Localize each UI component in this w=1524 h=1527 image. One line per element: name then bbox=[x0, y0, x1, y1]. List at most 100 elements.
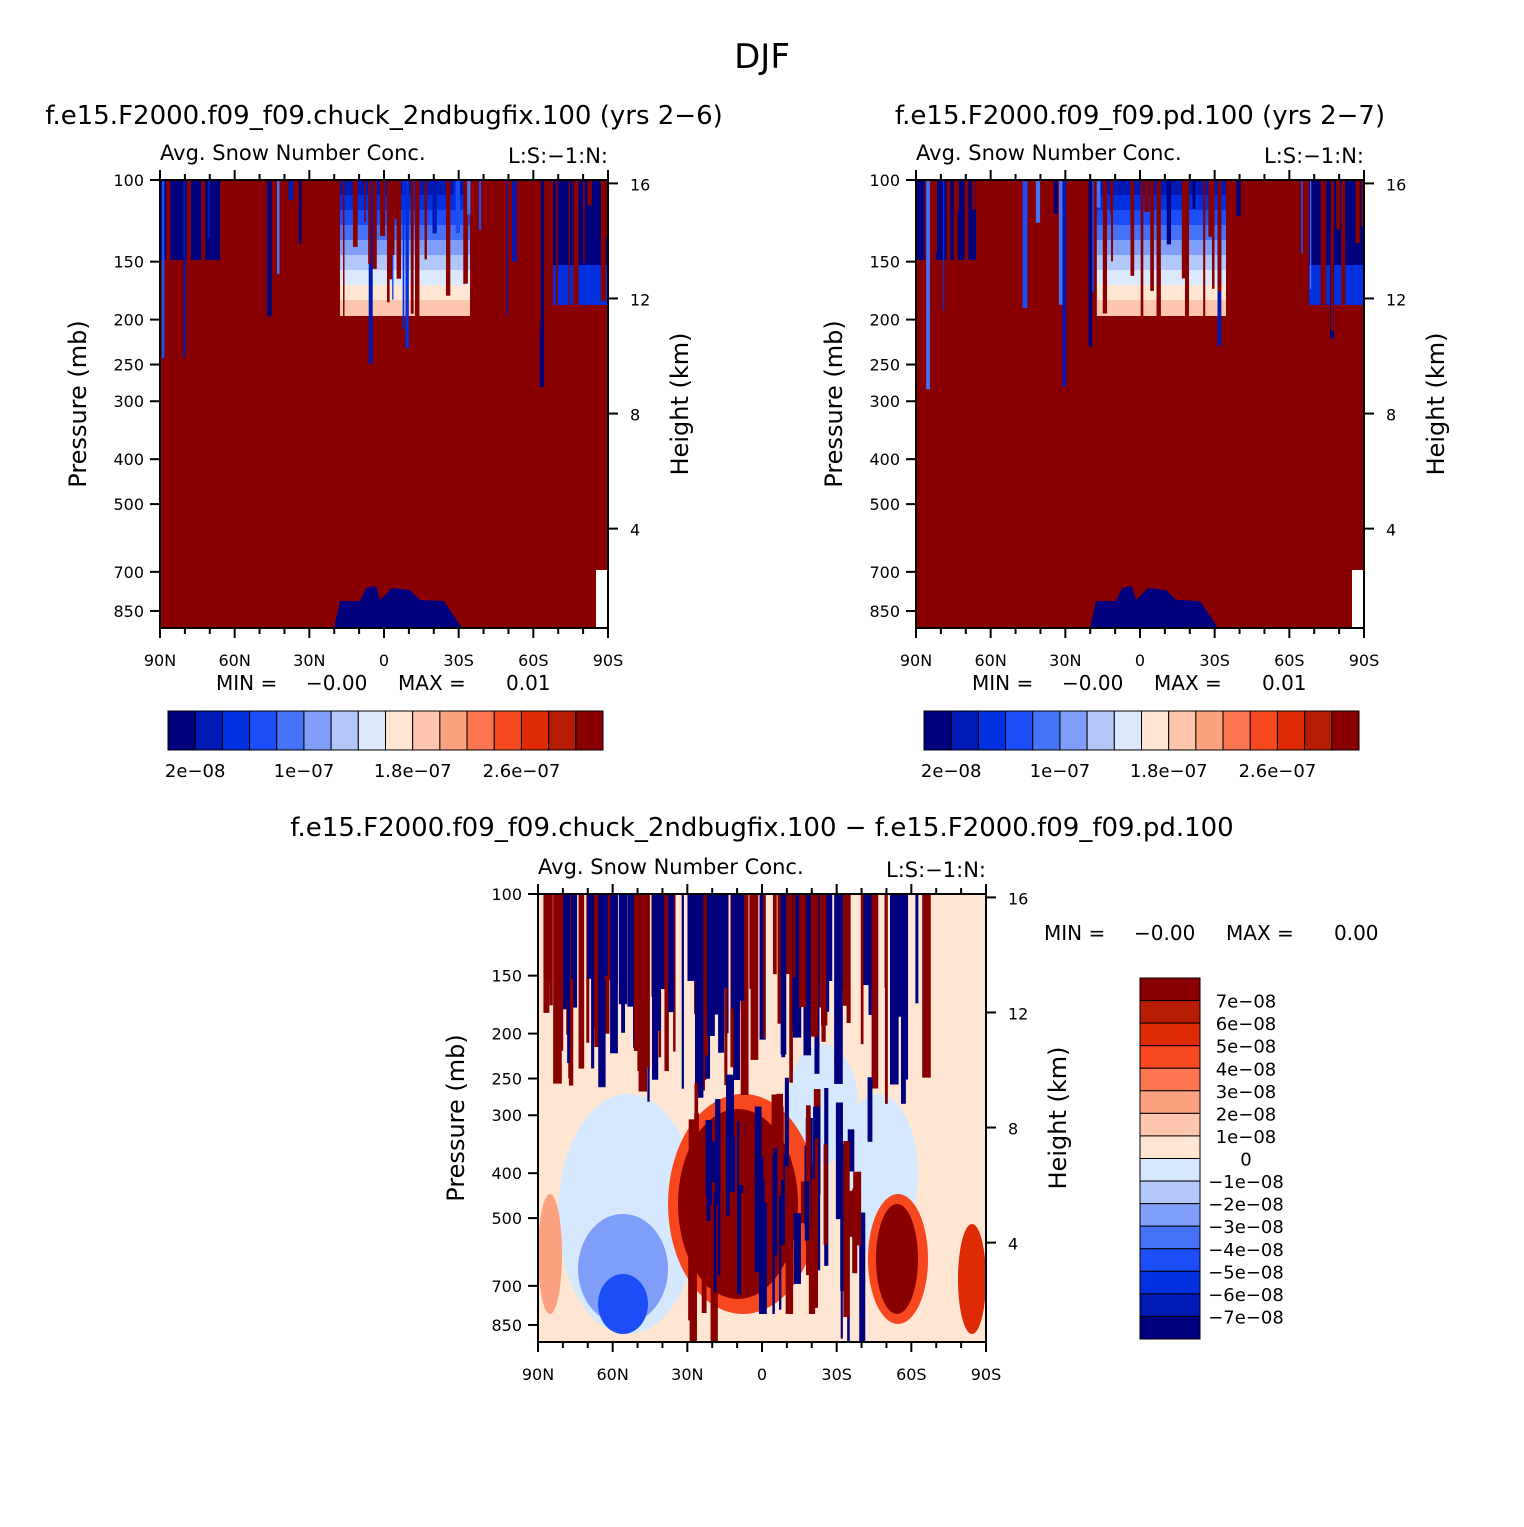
streak bbox=[749, 894, 758, 989]
streak bbox=[1250, 180, 1255, 254]
y-axis-right: 16 12 8 4 bbox=[986, 889, 1028, 1254]
streak bbox=[859, 1212, 866, 1342]
y-axis-right: 16 12 8 4 bbox=[608, 175, 650, 540]
streak bbox=[317, 180, 320, 353]
streak bbox=[772, 894, 777, 975]
streak bbox=[787, 1155, 791, 1199]
streak bbox=[1156, 180, 1161, 344]
y-right-tick-label: 12 bbox=[630, 290, 650, 309]
streak bbox=[598, 894, 606, 1088]
streak bbox=[687, 894, 696, 981]
streak bbox=[1075, 180, 1079, 322]
panel-case1: f.e15.F2000.f09_f09.chuck_2ndbugfix.100 … bbox=[45, 101, 723, 782]
streak bbox=[543, 894, 552, 983]
streak bbox=[364, 180, 366, 222]
streak bbox=[603, 894, 608, 976]
streak bbox=[953, 180, 958, 319]
y-right-tick-label: 8 bbox=[1386, 406, 1396, 425]
streak bbox=[183, 180, 186, 357]
streak bbox=[803, 894, 812, 1056]
colorbar-swatch bbox=[1139, 1203, 1201, 1227]
streak bbox=[793, 894, 796, 978]
streak bbox=[1040, 180, 1043, 388]
x-tick-label: 90N bbox=[900, 651, 932, 670]
streak bbox=[561, 894, 567, 1010]
streak bbox=[804, 1181, 810, 1241]
streak bbox=[1166, 180, 1172, 245]
streak bbox=[329, 180, 335, 293]
streak bbox=[594, 894, 601, 1048]
streak bbox=[729, 1191, 737, 1241]
streak bbox=[506, 180, 508, 316]
streak bbox=[273, 180, 279, 312]
streak bbox=[405, 180, 409, 348]
positive-region bbox=[876, 1204, 918, 1314]
contour-field bbox=[160, 180, 608, 628]
streak bbox=[186, 180, 191, 287]
panel-subtitle-right: L:S:−1:N: bbox=[508, 144, 608, 168]
streak bbox=[220, 180, 225, 217]
streak bbox=[901, 894, 909, 1080]
colorbar-label: 6e−08 bbox=[1216, 1014, 1277, 1035]
streak bbox=[1211, 180, 1215, 289]
min-value: −0.00 bbox=[306, 671, 367, 695]
colorbar-label: 2.6e−07 bbox=[483, 761, 561, 782]
colorbar-swatch bbox=[1139, 1045, 1201, 1069]
streak bbox=[396, 180, 402, 279]
streak bbox=[621, 894, 626, 1033]
y-right-tick-label: 4 bbox=[1008, 1235, 1018, 1254]
streak bbox=[464, 180, 468, 284]
colorbar-swatch bbox=[520, 710, 550, 751]
colorbar-label: −4e−08 bbox=[1208, 1240, 1284, 1261]
colorbar-swatch bbox=[1276, 710, 1306, 751]
streak bbox=[627, 894, 634, 1007]
streak bbox=[161, 180, 165, 359]
streak bbox=[847, 1129, 855, 1172]
y-tick-label: 100 bbox=[869, 171, 900, 190]
colorbar-swatch bbox=[1139, 1225, 1201, 1250]
streak bbox=[208, 180, 210, 238]
colorbar-swatch bbox=[1249, 710, 1278, 751]
colorbar-swatch bbox=[466, 710, 495, 751]
streak bbox=[539, 180, 545, 388]
x-tick-label: 30S bbox=[443, 651, 474, 670]
streak bbox=[915, 894, 919, 1004]
x-tick-label: 0 bbox=[379, 651, 389, 670]
streak bbox=[759, 894, 766, 1040]
streak bbox=[884, 894, 888, 1104]
panel-subtitle: Avg. Snow Number Conc. bbox=[160, 141, 426, 165]
streak bbox=[1336, 180, 1341, 230]
streak bbox=[739, 1116, 746, 1186]
colorbar-label: 2e−08 bbox=[921, 761, 982, 782]
y-right-tick-label: 16 bbox=[1008, 889, 1028, 908]
streak bbox=[414, 180, 420, 386]
y-tick-label: 200 bbox=[491, 1025, 522, 1044]
colorbar-swatch bbox=[1032, 710, 1061, 751]
streak bbox=[826, 894, 833, 982]
surface-band bbox=[718, 1314, 838, 1342]
streak bbox=[867, 1077, 873, 1142]
streak bbox=[535, 180, 541, 335]
streak bbox=[445, 180, 451, 296]
streak bbox=[454, 180, 457, 211]
colorbar-label: 3e−08 bbox=[1216, 1082, 1277, 1103]
colorbar: 2e−08 1e−07 1.8e−07 2.6e−07 bbox=[165, 710, 604, 782]
streak bbox=[809, 1179, 815, 1338]
streak bbox=[372, 180, 377, 269]
streak bbox=[1320, 180, 1325, 306]
y-axis-label: Pressure (mb) bbox=[442, 1034, 470, 1201]
streak bbox=[549, 894, 553, 1006]
colorbar-swatch bbox=[221, 710, 251, 751]
streak bbox=[780, 1106, 784, 1180]
x-tick-label: 60N bbox=[597, 1365, 629, 1384]
y-tick-label: 250 bbox=[113, 356, 144, 375]
y-tick-label: 500 bbox=[491, 1209, 522, 1228]
streak bbox=[469, 180, 474, 228]
streak bbox=[568, 894, 575, 980]
colorbar-swatch bbox=[1139, 1158, 1201, 1182]
x-axis: 90N 60N 30N 0 30S 60S 90S bbox=[144, 170, 623, 670]
streak bbox=[1181, 180, 1186, 279]
colorbar-swatch bbox=[303, 710, 332, 751]
streak bbox=[610, 894, 618, 1054]
y-right-tick-label: 8 bbox=[630, 406, 640, 425]
